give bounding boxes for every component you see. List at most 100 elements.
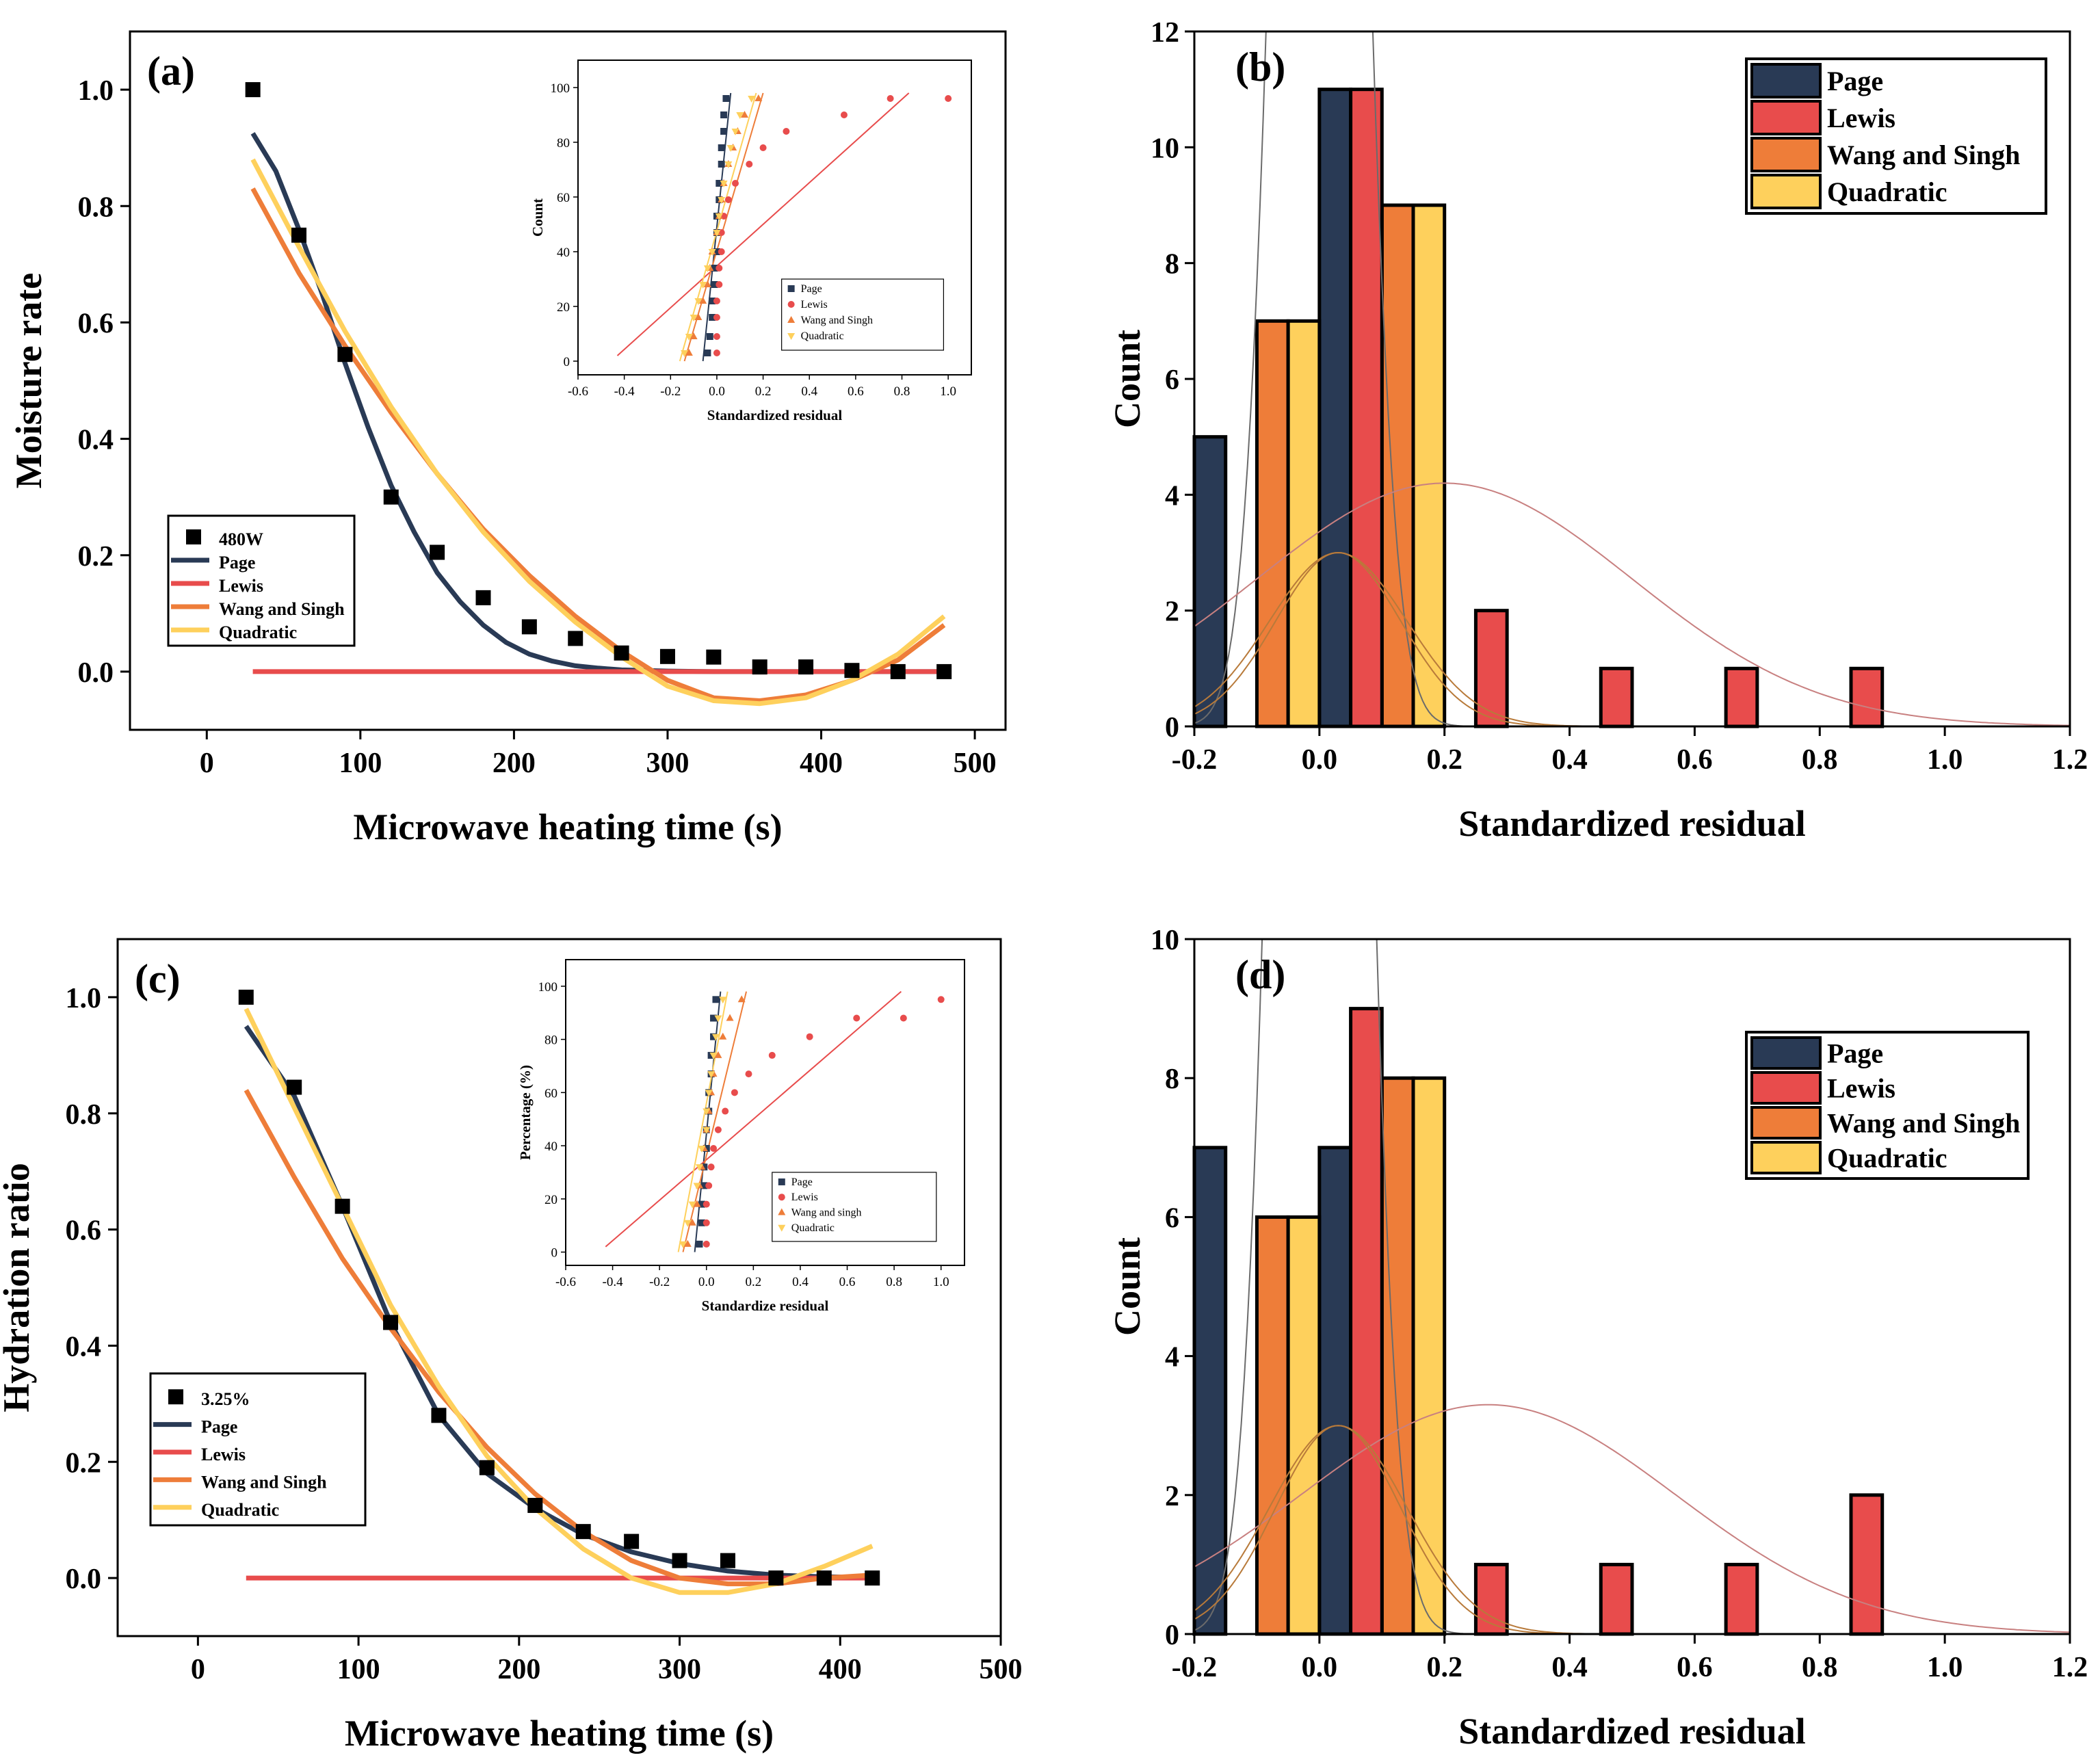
bar-quadratic — [1286, 1215, 1322, 1636]
legend: Page Lewis Wang and Singh Quadratic — [1745, 1031, 2030, 1180]
inset-x-tick-label: 0.0 — [709, 384, 725, 399]
data-point — [337, 347, 353, 363]
inset-point-page — [722, 95, 730, 102]
inset-point-lewis — [703, 1219, 710, 1226]
inset-point-page — [706, 333, 713, 340]
inset-legend-marker — [787, 301, 795, 308]
inset-point-quadratic — [736, 112, 744, 119]
inset-point-lewis — [724, 196, 732, 203]
inset-x-tick-label: 0.0 — [698, 1275, 715, 1289]
inset-point-page — [718, 144, 725, 151]
x-tick-label: 100 — [339, 748, 382, 779]
inset-y-tick-label: 60 — [544, 1086, 557, 1101]
legend-entry: Page — [1827, 1038, 1883, 1069]
normal-fit-quadratic — [1194, 551, 2070, 726]
inset-x-tick-label: -0.4 — [603, 1275, 624, 1289]
inset-point-page — [696, 1240, 703, 1248]
x-tick-label: 200 — [493, 748, 536, 779]
inset-point-page — [707, 1051, 715, 1059]
inset-x-tick-label: 0.6 — [839, 1275, 856, 1289]
x-tick-label: 0.8 — [1802, 1652, 1838, 1683]
x-axis-label: Standardized residual — [1458, 803, 1806, 844]
inset-point-quadratic — [748, 96, 756, 103]
data-point — [430, 544, 445, 560]
inset-legend-marker — [778, 1208, 786, 1215]
y-axis-label: Count — [1107, 1237, 1148, 1336]
legend-entry: Lewis — [201, 1445, 246, 1464]
bar-lewis — [1849, 666, 1885, 728]
data-point — [383, 489, 399, 505]
y-tick-label: 0 — [1165, 1620, 1179, 1651]
x-axis-label: Microwave heating time (s) — [353, 806, 782, 847]
inset-point-page — [709, 314, 716, 321]
panel-c: 0 100 200 300 400 5000.00.20.40.60.81.0Microw… — [0, 938, 1023, 1754]
inset-point-page — [713, 248, 720, 255]
legend-entry: Lewis — [219, 576, 263, 596]
inset-point-wang-and-singh — [688, 1218, 696, 1226]
inset-legend-entry: Lewis — [801, 299, 828, 311]
inset-x-axis-label: Standardize residual — [702, 1298, 829, 1314]
fit-line-quadratic — [244, 1008, 874, 1595]
legend-swatch-lewis — [1750, 100, 1822, 135]
plot-frame — [129, 30, 1007, 731]
inset-x-tick-label: 0.2 — [745, 1275, 761, 1289]
inset-legend-entry: Page — [791, 1176, 813, 1188]
legend-swatch-lewis — [1750, 1071, 1822, 1105]
panel-label: (a) — [147, 49, 195, 94]
x-tick-label: 0.4 — [1551, 1652, 1588, 1683]
data-point — [720, 1553, 735, 1568]
inset-point-lewis — [840, 111, 848, 118]
inset-point-quadratic — [693, 1183, 701, 1190]
data-point — [479, 1460, 495, 1475]
x-tick-label: 0.0 — [1302, 744, 1338, 776]
inset-x-tick-label: -0.6 — [568, 384, 588, 399]
inset-point-lewis — [705, 1182, 713, 1189]
inset-point-quadratic — [707, 1071, 716, 1079]
bar-lewis — [1724, 666, 1759, 728]
legend-entry: Lewis — [1827, 1073, 1895, 1104]
inset-reference-line-wang-and-singh — [682, 991, 748, 1252]
inset-reference-line-lewis — [616, 92, 910, 356]
inset-x-tick-label: 1.0 — [933, 1275, 949, 1289]
inset-point-wang-and-singh — [714, 1051, 722, 1058]
inset-point-quadratic — [688, 1201, 696, 1209]
data-point — [816, 1570, 832, 1586]
y-tick-label: 0.6 — [66, 1215, 102, 1247]
inset-point-quadratic — [713, 230, 721, 237]
inset-point-lewis — [713, 314, 720, 321]
inset-point-lewis — [707, 1163, 715, 1171]
data-point — [287, 1079, 302, 1095]
y-axis-label: Moisture rate — [8, 273, 49, 488]
inset-legend-marker — [787, 316, 796, 323]
inset-point-page — [713, 213, 720, 220]
inset-point-lewis — [716, 281, 723, 288]
inset-point-wang-and-singh — [726, 1014, 734, 1021]
inset-point-quadratic — [731, 129, 739, 135]
inset-point-lewis — [945, 95, 952, 102]
data-point — [245, 82, 261, 98]
legend-entry: Wang and Singh — [219, 599, 345, 619]
legend: Page Lewis Wang and Singh Quadratic — [1745, 57, 2047, 215]
data-point — [865, 1570, 880, 1586]
bar-wang-and-singh — [1255, 1215, 1290, 1636]
inset-point-quadratic — [695, 1164, 703, 1172]
y-tick-label: 10 — [1151, 133, 1179, 164]
legend-entry: Page — [219, 553, 255, 572]
inset-x-tick-label: -0.2 — [649, 1275, 670, 1289]
panel-b: -0.2 0.0 0.2 0.4 0.6 0.8 1.0 1.2 0 2 4 6 8 10 12 Standa… — [1107, 17, 2088, 844]
legend-swatch-quadratic — [1750, 174, 1822, 209]
y-tick-label: 0 — [1165, 712, 1179, 743]
data-point — [624, 1533, 640, 1549]
bar-lewis — [1599, 666, 1634, 728]
data-point — [798, 659, 814, 675]
x-tick-label: 500 — [954, 748, 997, 779]
bar-page — [1317, 88, 1353, 728]
y-tick-label: 4 — [1165, 1342, 1179, 1373]
legend-entry: Page — [201, 1417, 237, 1437]
inset-point-lewis — [853, 1014, 861, 1022]
legend-entry: Page — [1827, 66, 1883, 96]
inset-point-lewis — [722, 1107, 729, 1115]
legend-swatch-page — [1750, 1036, 1822, 1070]
y-tick-label: 0.0 — [78, 657, 114, 689]
